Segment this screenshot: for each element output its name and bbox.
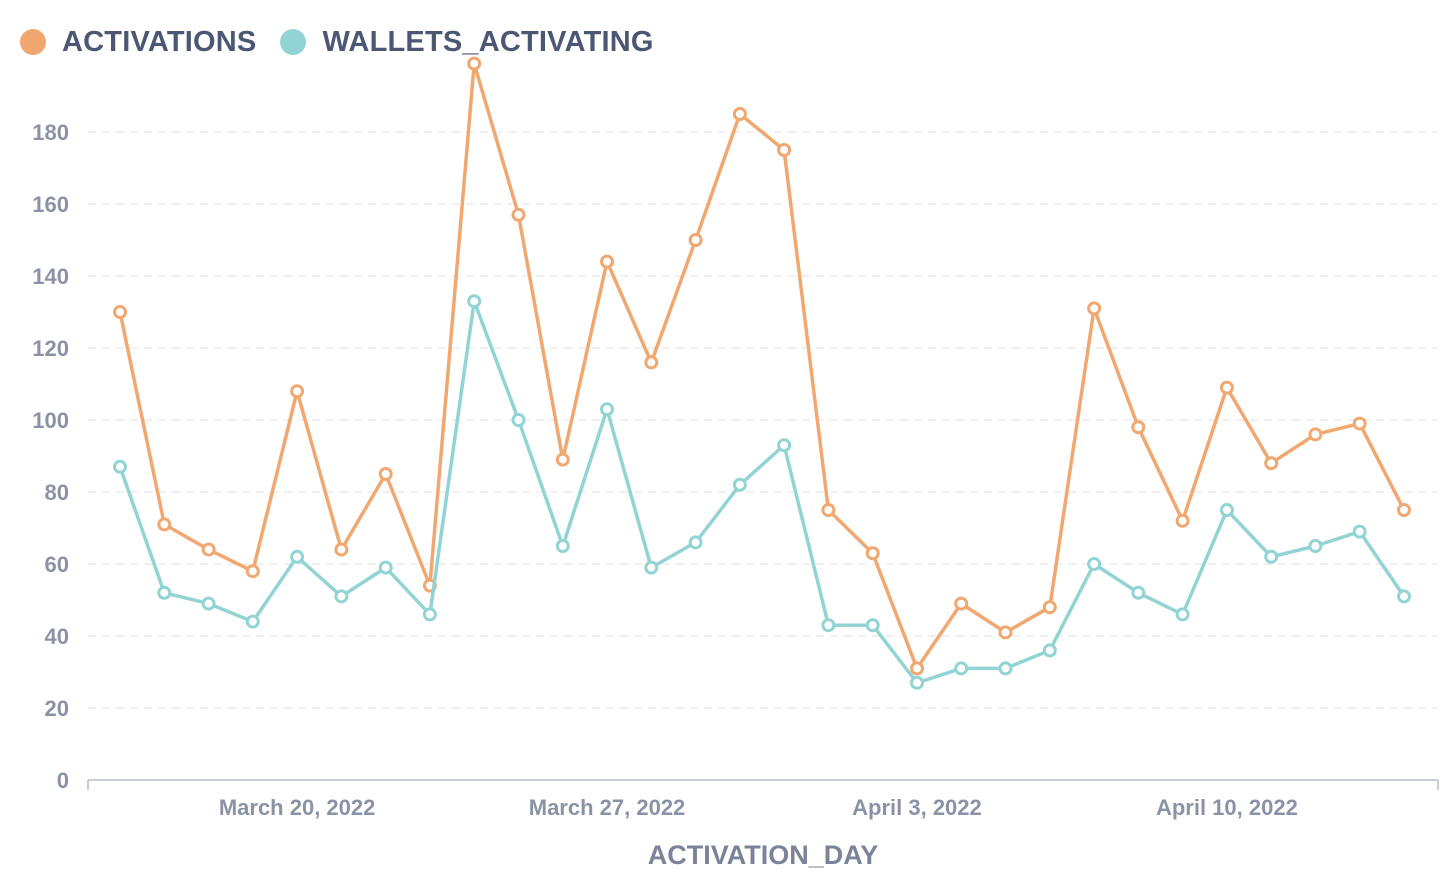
data-point-activations bbox=[245, 564, 260, 579]
data-point-activations bbox=[378, 467, 393, 481]
data-point-activations bbox=[688, 233, 703, 247]
data-point-activations bbox=[777, 143, 792, 157]
data-point-activations bbox=[1352, 416, 1367, 431]
data-point-wallets-activating bbox=[821, 618, 836, 633]
y-tick-label: 0 bbox=[57, 768, 69, 793]
data-point-activations bbox=[1131, 420, 1146, 435]
data-point-activations bbox=[1087, 301, 1102, 316]
data-point-activations bbox=[1219, 380, 1234, 395]
data-point-wallets-activating bbox=[1219, 503, 1234, 517]
data-point-wallets-activating bbox=[1087, 557, 1102, 571]
data-point-wallets-activating bbox=[290, 549, 305, 564]
data-point-activations bbox=[732, 107, 747, 121]
series-line-wallets-activating bbox=[118, 299, 1406, 685]
data-point-wallets-activating bbox=[600, 402, 614, 417]
legend-item-activations[interactable]: ACTIVATIONS bbox=[20, 26, 256, 59]
data-point-wallets-activating bbox=[1352, 524, 1367, 539]
legend-dot-wallets-activating bbox=[280, 29, 307, 55]
legend-label-wallets-activating: WALLETS_ACTIVATING bbox=[322, 25, 654, 58]
data-point-wallets-activating bbox=[511, 413, 526, 427]
data-point-activations bbox=[865, 546, 880, 561]
data-point-activations bbox=[113, 305, 127, 319]
data-point-wallets-activating bbox=[998, 661, 1013, 676]
data-point-activations bbox=[1175, 513, 1190, 528]
data-point-activations bbox=[1397, 503, 1411, 517]
data-point-wallets-activating bbox=[201, 596, 216, 611]
legend-label-activations: ACTIVATIONS bbox=[62, 25, 257, 58]
data-point-wallets-activating bbox=[113, 459, 127, 474]
data-point-wallets-activating bbox=[334, 589, 349, 604]
data-point-wallets-activating bbox=[422, 607, 437, 622]
data-point-wallets-activating bbox=[1042, 643, 1057, 658]
y-tick-label: 100 bbox=[32, 408, 69, 433]
data-point-activations bbox=[511, 207, 526, 222]
data-point-wallets-activating bbox=[777, 438, 792, 453]
data-point-activations bbox=[201, 542, 216, 557]
data-point-activations bbox=[467, 56, 482, 71]
legend-item-wallets-activating[interactable]: WALLETS_ACTIVATING bbox=[280, 26, 653, 59]
y-tick-label: 120 bbox=[32, 336, 69, 361]
data-point-activations bbox=[1264, 456, 1279, 471]
x-tick-label: March 27, 2022 bbox=[529, 795, 686, 820]
y-axis: 0 20 40 60 80 100 120 140 160 180 bbox=[32, 120, 69, 793]
data-point-activations bbox=[998, 625, 1013, 640]
data-point-wallets-activating bbox=[245, 614, 260, 629]
y-tick-label: 180 bbox=[32, 120, 69, 145]
data-point-wallets-activating bbox=[688, 535, 703, 550]
grid-lines bbox=[88, 131, 1438, 709]
data-point-activations bbox=[821, 503, 836, 517]
data-point-wallets-activating bbox=[732, 477, 747, 492]
x-tick-label: April 10, 2022 bbox=[1156, 795, 1298, 820]
data-point-wallets-activating bbox=[865, 618, 880, 633]
data-point-activations bbox=[157, 517, 172, 532]
y-tick-label: 40 bbox=[45, 624, 69, 649]
data-point-wallets-activating bbox=[378, 560, 393, 575]
data-point-wallets-activating bbox=[954, 661, 969, 676]
data-point-wallets-activating bbox=[1131, 585, 1146, 600]
data-point-activations bbox=[1308, 427, 1323, 442]
data-point-activations bbox=[290, 384, 305, 399]
data-point-activations bbox=[644, 355, 659, 370]
legend-dot-activations bbox=[20, 29, 46, 55]
data-point-activations bbox=[954, 596, 969, 611]
data-point-wallets-activating bbox=[1175, 607, 1190, 622]
y-tick-label: 140 bbox=[32, 264, 69, 289]
data-point-wallets-activating bbox=[1397, 589, 1411, 604]
data-point-wallets-activating bbox=[910, 675, 924, 690]
data-point-wallets-activating bbox=[467, 294, 482, 309]
series-line-activations bbox=[118, 61, 1406, 671]
data-point-wallets-activating bbox=[644, 560, 659, 575]
data-point-activations bbox=[1042, 600, 1057, 615]
data-point-wallets-activating bbox=[157, 585, 172, 600]
x-tick-label: March 20, 2022 bbox=[219, 795, 376, 820]
data-point-activations bbox=[334, 542, 349, 557]
data-point-activations bbox=[910, 661, 924, 676]
y-tick-label: 160 bbox=[32, 192, 69, 217]
y-tick-label: 60 bbox=[45, 552, 69, 577]
data-point-wallets-activating bbox=[555, 539, 570, 553]
data-point-activations bbox=[600, 254, 614, 269]
y-tick-label: 20 bbox=[45, 696, 69, 721]
y-tick-label: 80 bbox=[45, 480, 69, 505]
chart-legend: ACTIVATIONS WALLETS_ACTIVATING bbox=[20, 22, 678, 62]
data-point-wallets-activating bbox=[1308, 539, 1323, 553]
x-tick-label: April 3, 2022 bbox=[852, 795, 982, 820]
x-axis-title: ACTIVATION_DAY bbox=[648, 840, 879, 870]
data-point-activations bbox=[555, 452, 570, 467]
data-point-wallets-activating bbox=[1264, 549, 1279, 564]
x-axis: March 20, 2022 March 27, 2022 April 3, 202… bbox=[87, 779, 1439, 820]
series-lines bbox=[113, 56, 1411, 690]
